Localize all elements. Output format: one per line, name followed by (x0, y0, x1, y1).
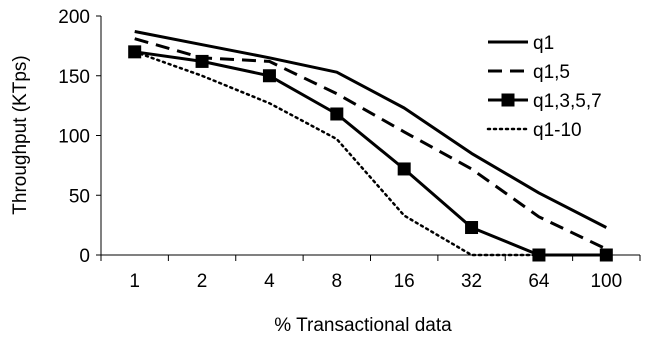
x-tick-label: 2 (197, 271, 208, 292)
series-4 (133, 50, 608, 257)
legend-item: q1 (488, 33, 554, 54)
x-tick-label: 32 (461, 271, 482, 292)
x-tick-label: 16 (394, 271, 415, 292)
y-axis-title: Throughput (KTps) (10, 55, 31, 214)
y-tick-label: 50 (69, 186, 90, 207)
series-line (134, 50, 607, 257)
y-tick-label: 100 (58, 127, 90, 148)
series-line (134, 37, 607, 251)
data-point-marker (465, 221, 479, 235)
y-tick-label: 0 (79, 246, 90, 267)
x-tick-label: 64 (528, 271, 550, 292)
legend-label: q1-10 (533, 120, 582, 141)
series-line (134, 30, 607, 229)
series-layer (128, 30, 613, 262)
legend-item: q1-10 (486, 120, 582, 141)
series-1 (134, 30, 607, 229)
legend-label: q1,3,5,7 (533, 91, 602, 112)
x-tick-label: 1 (129, 271, 140, 292)
x-axis-title: % Transactional data (274, 315, 452, 336)
series-line (133, 50, 608, 257)
series-2 (134, 37, 607, 251)
data-point-marker (397, 162, 411, 176)
x-tick-label: 4 (264, 271, 275, 292)
legend-item: q1,5 (488, 62, 570, 83)
legend-item: q1,3,5,7 (488, 91, 602, 112)
legend: q1 q1,5 q1,3,5,7 q1-10 (486, 33, 602, 141)
x-tick-label: 100 (590, 271, 622, 292)
data-point-marker (262, 69, 276, 83)
x-tick-label: 8 (332, 271, 343, 292)
data-point-marker (195, 54, 209, 68)
legend-label: q1,5 (533, 62, 570, 83)
legend-marker (501, 93, 515, 107)
data-point-marker (330, 107, 344, 121)
legend-label: q1 (533, 33, 554, 54)
y-tick-label: 200 (58, 7, 90, 28)
axes: 0 50 100 150 200 1 2 4 8 16 32 64 100 (58, 7, 641, 292)
y-tick-label: 150 (58, 67, 90, 88)
